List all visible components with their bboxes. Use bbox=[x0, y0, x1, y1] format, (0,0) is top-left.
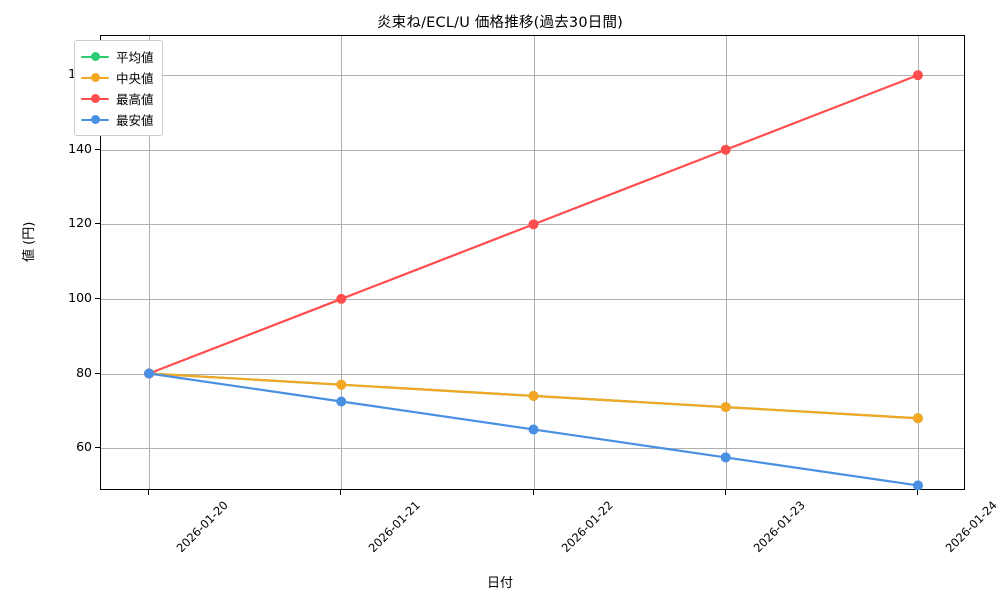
data-point-marker bbox=[720, 452, 731, 463]
legend-item-label: 最安値 bbox=[116, 113, 154, 128]
gridline-vertical bbox=[341, 36, 343, 489]
legend-item-label: 平均値 bbox=[116, 50, 154, 65]
series-最安値 bbox=[144, 368, 923, 491]
data-point-marker bbox=[144, 368, 155, 379]
y-axis-tick-mark bbox=[95, 372, 100, 374]
y-axis-tick-label: 100 bbox=[68, 289, 92, 305]
data-point-marker bbox=[528, 424, 539, 435]
gridline-vertical bbox=[917, 36, 919, 489]
y-axis-tick-label: 140 bbox=[68, 140, 92, 156]
y-axis-tick-label: 60 bbox=[76, 439, 92, 455]
x-axis-tick-mark bbox=[532, 490, 534, 495]
legend-item[interactable]: 中央値 bbox=[81, 67, 154, 88]
data-point-marker bbox=[336, 293, 347, 304]
x-axis-tick-mark bbox=[724, 490, 726, 495]
legend-marker-icon bbox=[81, 51, 109, 63]
data-point-marker bbox=[912, 70, 923, 81]
x-axis-tick-label: 2026-01-22 bbox=[558, 498, 616, 556]
x-axis-label: 日付 bbox=[486, 576, 513, 591]
x-axis-tick-label: 2026-01-20 bbox=[173, 498, 231, 556]
data-point-marker bbox=[912, 480, 923, 491]
gridline-horizontal bbox=[101, 149, 964, 151]
data-point-marker bbox=[528, 219, 539, 230]
x-axis-tick-label: 2026-01-23 bbox=[750, 498, 808, 556]
y-axis-label: 値 (円) bbox=[22, 221, 37, 262]
y-axis-tick-mark bbox=[95, 148, 100, 150]
x-axis-tick-label: 2026-01-21 bbox=[365, 498, 424, 556]
chart-title: 炎束ね/ECL/U 価格推移(過去30日間) bbox=[376, 15, 624, 31]
gridline-horizontal bbox=[101, 373, 964, 375]
gridline-vertical bbox=[533, 36, 535, 489]
data-point-marker bbox=[336, 396, 347, 407]
y-axis-tick-mark bbox=[95, 223, 100, 225]
series-最高値 bbox=[144, 70, 923, 379]
data-point-marker bbox=[528, 390, 539, 401]
gridline-vertical bbox=[725, 36, 727, 489]
gridline-horizontal bbox=[101, 75, 964, 77]
data-point-marker bbox=[720, 144, 731, 155]
legend-item-label: 最高値 bbox=[116, 92, 154, 107]
y-axis-tick-label: 120 bbox=[68, 215, 92, 231]
x-axis-tick-mark bbox=[340, 490, 342, 495]
series-layer bbox=[144, 70, 923, 491]
x-axis-tick-label: 2026-01-24 bbox=[942, 498, 1000, 556]
legend-item[interactable]: 平均値 bbox=[81, 46, 154, 67]
legend-marker-icon bbox=[81, 93, 109, 105]
gridline-horizontal bbox=[101, 448, 964, 450]
gridline-horizontal bbox=[101, 298, 964, 300]
legend-marker-icon bbox=[81, 72, 109, 84]
gridline-vertical bbox=[149, 36, 151, 489]
chart-legend: 平均値中央値最高値最安値 bbox=[74, 40, 163, 136]
series-中央値 bbox=[144, 368, 923, 424]
data-point-marker bbox=[336, 379, 347, 390]
y-axis-tick-mark bbox=[95, 297, 100, 299]
y-axis-tick-label: 80 bbox=[76, 364, 92, 380]
legend-item[interactable]: 最安値 bbox=[81, 109, 154, 130]
legend-item[interactable]: 最高値 bbox=[81, 88, 154, 109]
legend-marker-icon bbox=[81, 114, 109, 126]
x-axis-tick-mark bbox=[148, 490, 150, 495]
data-point-marker bbox=[912, 413, 923, 424]
legend-item-label: 中央値 bbox=[116, 71, 154, 86]
x-axis-tick-mark bbox=[916, 490, 918, 495]
y-axis-tick-mark bbox=[95, 447, 100, 449]
data-point-marker bbox=[720, 402, 731, 413]
plot-area bbox=[100, 35, 965, 491]
